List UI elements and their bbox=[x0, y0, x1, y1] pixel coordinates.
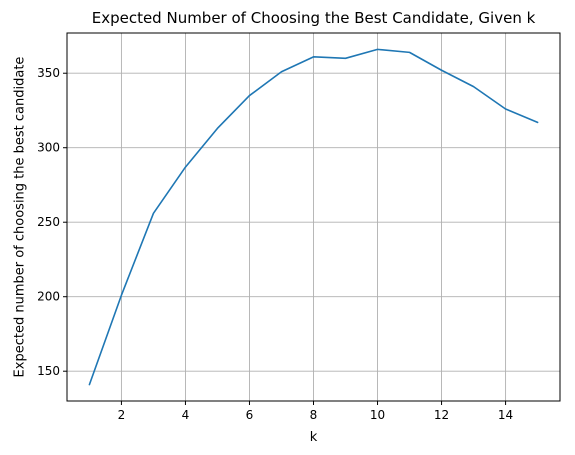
y-tick-label: 350 bbox=[37, 66, 60, 80]
y-tick-label: 250 bbox=[37, 215, 60, 229]
x-tick-label: 10 bbox=[370, 408, 385, 422]
x-tick-label: 8 bbox=[310, 408, 318, 422]
x-tick-label: 4 bbox=[182, 408, 190, 422]
axis-ticks: 2 4 6 8 10 12 14 150 200 250 300 350 bbox=[37, 66, 513, 422]
x-tick-label: 12 bbox=[434, 408, 449, 422]
chart-title: Expected Number of Choosing the Best Can… bbox=[92, 9, 536, 27]
y-tick-label: 150 bbox=[37, 364, 60, 378]
series-line-0 bbox=[88, 48, 539, 386]
y-tick-label: 200 bbox=[37, 290, 60, 304]
series-layer bbox=[88, 48, 539, 386]
x-tick-label: 6 bbox=[246, 408, 254, 422]
x-axis-label: k bbox=[310, 430, 318, 445]
y-tick-label: 300 bbox=[37, 141, 60, 155]
x-tick-label: 14 bbox=[498, 408, 513, 422]
x-tick-label: 2 bbox=[118, 408, 126, 422]
grid-lines bbox=[67, 33, 560, 401]
y-axis-label: Expected number of choosing the best can… bbox=[13, 57, 28, 378]
